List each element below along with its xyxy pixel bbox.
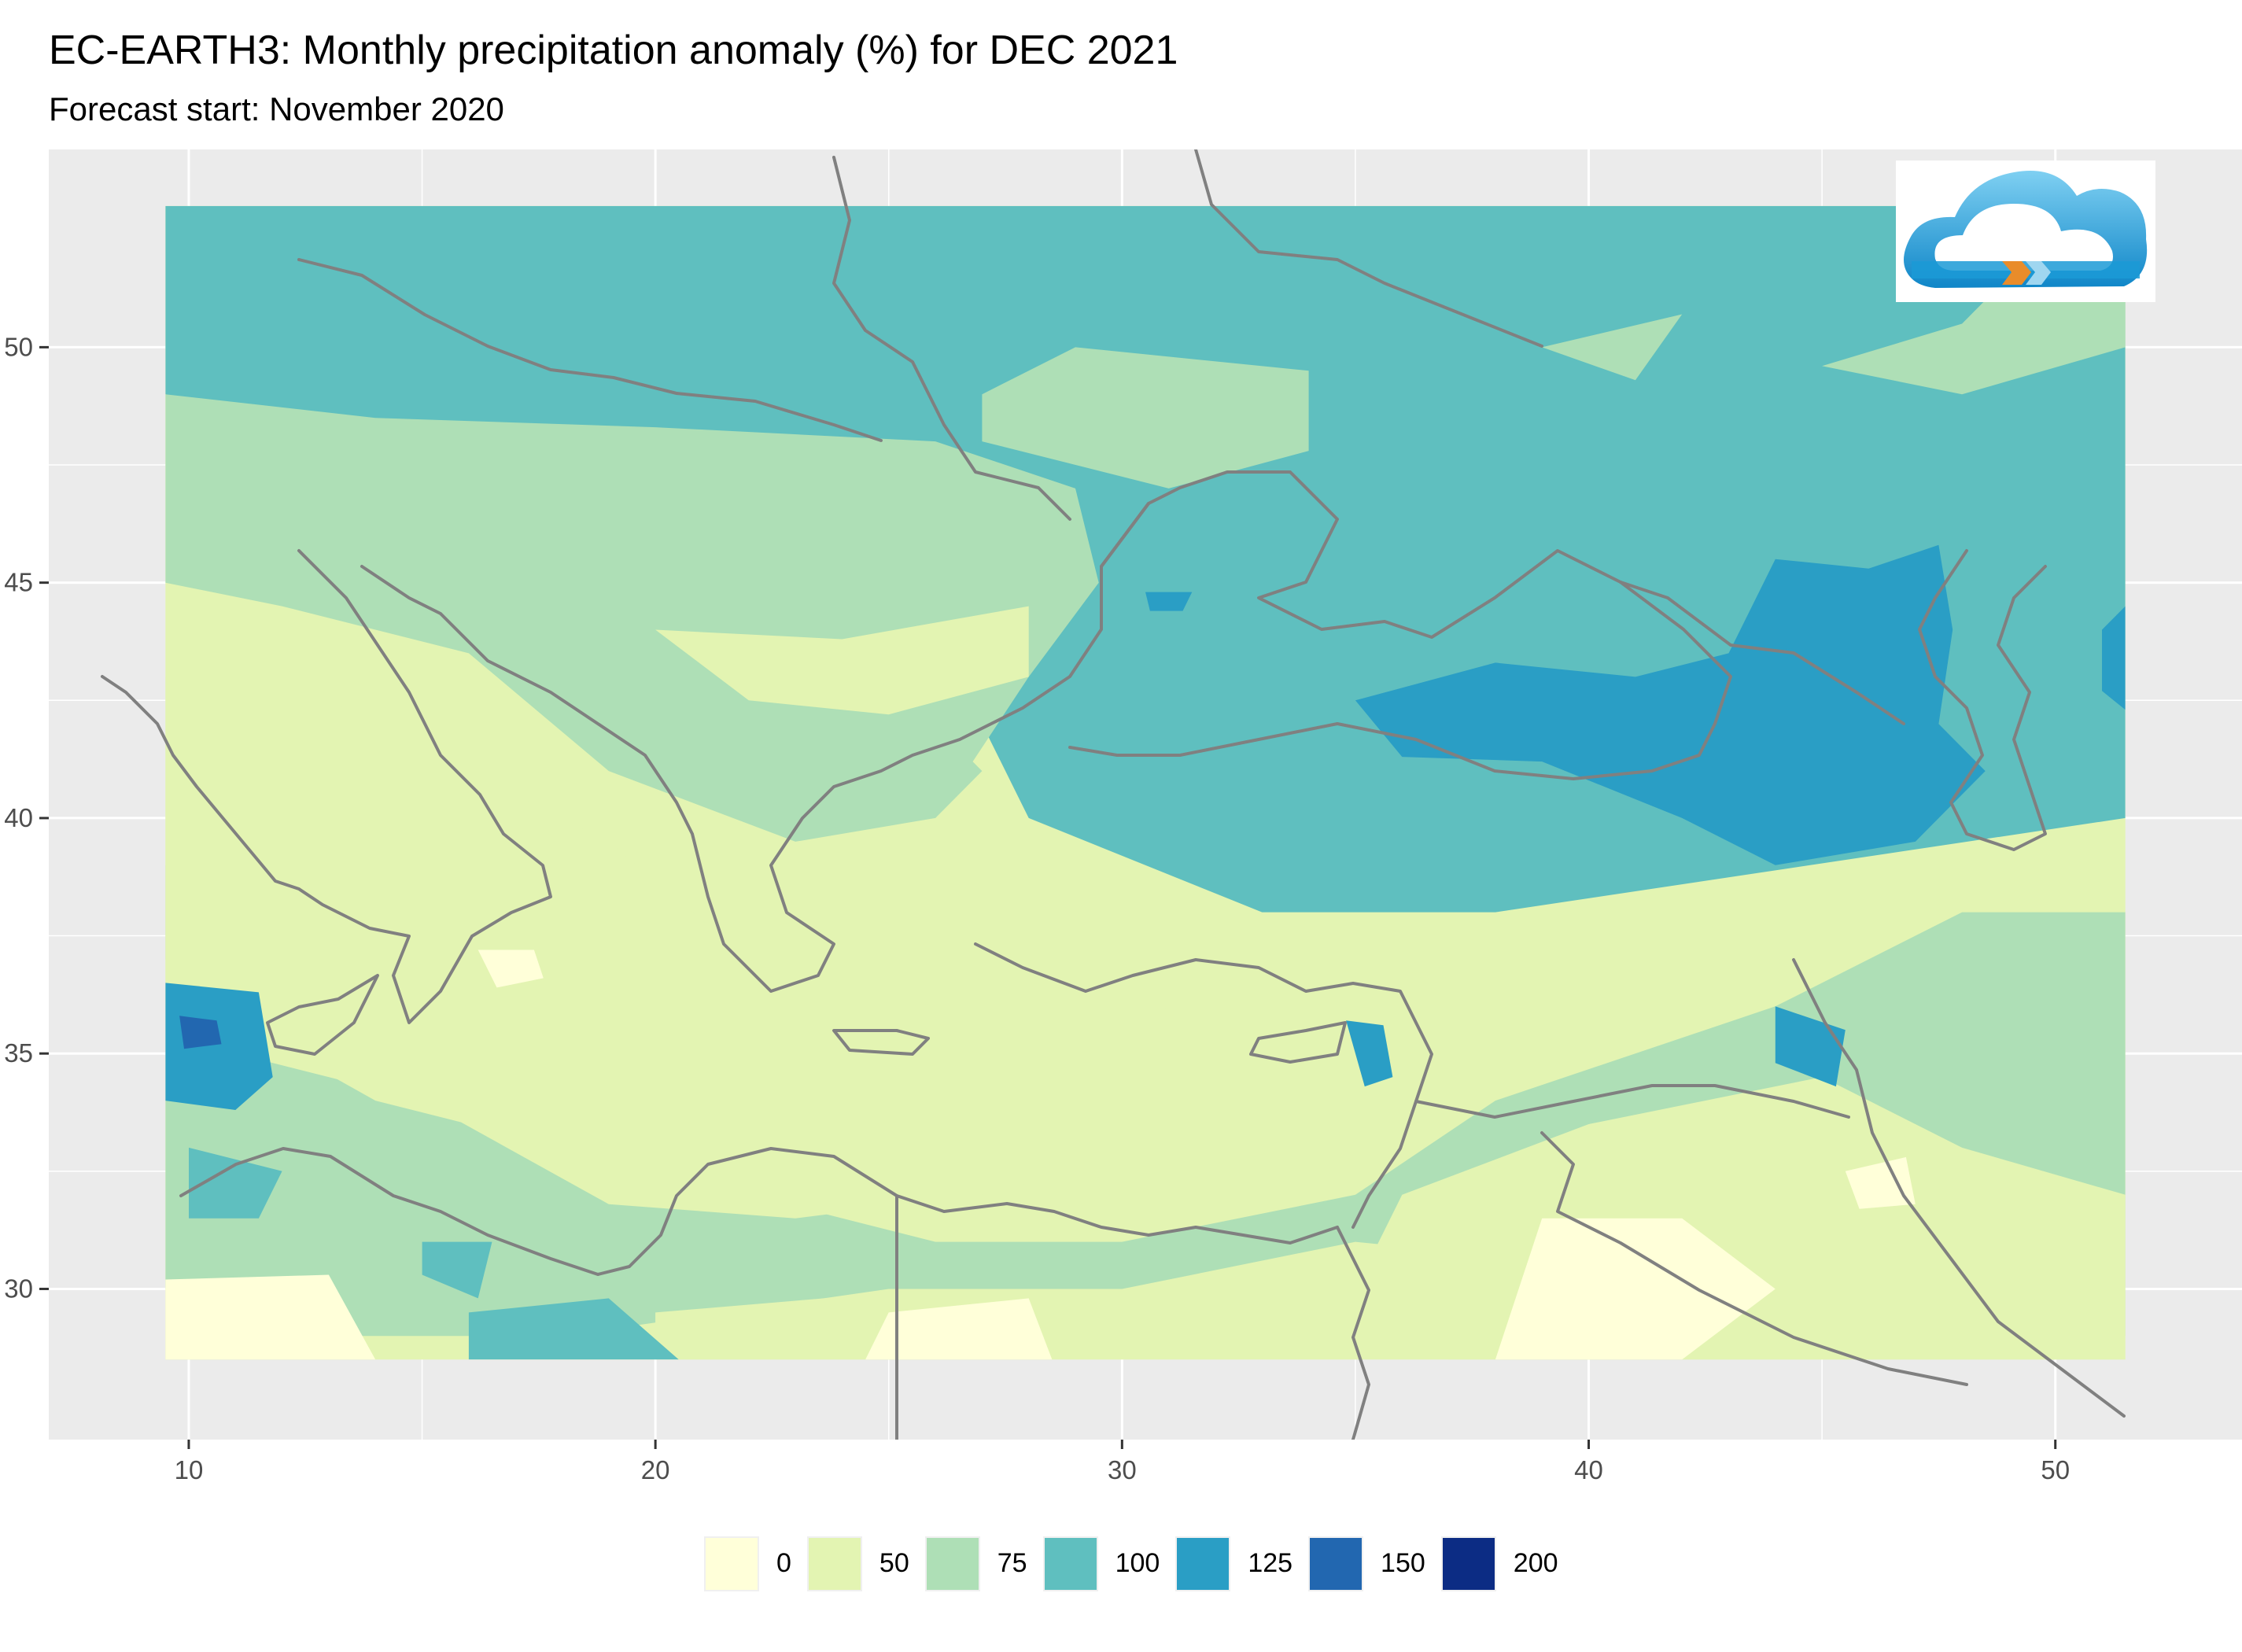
region-50 — [165, 677, 1263, 1219]
x-tick-label: 10 — [175, 1455, 204, 1484]
region-125 — [165, 983, 273, 1110]
region-125 — [1346, 1020, 1393, 1087]
region-100 — [422, 1241, 492, 1299]
legend-label: 150 — [1381, 1548, 1425, 1578]
coastline-cyprus — [1249, 1021, 1347, 1064]
legend-key-50 — [806, 1536, 862, 1591]
legend-label: 75 — [997, 1548, 1027, 1578]
y-tick-label: 40 — [4, 803, 33, 832]
region-75 — [1542, 314, 1683, 381]
region-0 — [1495, 1218, 1776, 1360]
country-borders — [101, 149, 2126, 1440]
region-100 — [189, 1147, 282, 1219]
legend-label: 200 — [1513, 1548, 1558, 1578]
legend-label: 50 — [879, 1548, 909, 1578]
border-9 — [1792, 958, 2126, 1418]
legend-label: 125 — [1248, 1548, 1293, 1578]
x-tick-label: 40 — [1574, 1455, 1603, 1484]
y-tick-label: 35 — [4, 1038, 33, 1068]
border-1 — [297, 258, 883, 442]
cloud-logo — [1896, 160, 2155, 302]
region-150 — [179, 1016, 222, 1049]
region-0 — [1845, 1156, 1916, 1209]
coastline-italy — [101, 549, 552, 1024]
anomaly-regions — [165, 205, 2126, 1360]
map-subtitle: Forecast start: November 2020 — [49, 90, 504, 127]
region-100 — [468, 1298, 679, 1360]
region-0 — [165, 1274, 376, 1360]
region-0 — [865, 1298, 1053, 1360]
region-75 — [982, 347, 1309, 489]
coastline-north-africa — [179, 1147, 1339, 1276]
legend-item: 50 — [806, 1536, 909, 1591]
y-tick-label: 45 — [4, 568, 33, 597]
x-tick-label: 20 — [641, 1455, 670, 1484]
x-tick-label: 30 — [1108, 1455, 1137, 1484]
y-tick-label: 50 — [4, 332, 33, 361]
legend-item: 200 — [1440, 1536, 1558, 1591]
coastline-balkans — [360, 502, 1150, 993]
legend-label: 100 — [1115, 1548, 1160, 1578]
legend-key-125 — [1175, 1536, 1231, 1591]
coastline-sicily — [266, 974, 379, 1056]
region-50 — [655, 606, 1029, 715]
cloud-icon — [1904, 171, 2148, 288]
region-125 — [1355, 544, 1986, 865]
border-4 — [1619, 581, 1905, 725]
coastline-caspian — [1918, 549, 2047, 851]
region-125 — [2102, 606, 2126, 710]
legend-item: 100 — [1042, 1536, 1160, 1591]
legend-label: 0 — [776, 1548, 791, 1578]
legend-item: 150 — [1308, 1536, 1425, 1591]
legend: 0 50 75 100 125 150 200 — [704, 1534, 1574, 1593]
y-axis: 30 35 40 45 50 — [4, 332, 49, 1303]
legend-item: 0 — [704, 1536, 791, 1591]
region-125 — [1145, 592, 1193, 611]
legend-key-200 — [1440, 1536, 1496, 1591]
y-tick-label: 30 — [4, 1274, 33, 1303]
legend-key-75 — [924, 1536, 980, 1591]
coastline-turkey — [974, 942, 1433, 1229]
region-0 — [478, 950, 544, 988]
border-6 — [1540, 1131, 1968, 1386]
coastline-crete — [832, 1029, 930, 1056]
map-title: EC-EARTH3: Monthly precipitation anomaly… — [49, 28, 1178, 73]
border-5 — [1414, 1084, 1850, 1119]
legend-item: 125 — [1175, 1536, 1292, 1591]
legend-key-0 — [704, 1536, 759, 1591]
border-8 — [1336, 1226, 1370, 1440]
x-tick-label: 50 — [2041, 1455, 2070, 1484]
x-axis: 10 20 30 40 50 — [175, 1440, 2070, 1484]
border-2 — [832, 156, 1071, 521]
legend-key-100 — [1042, 1536, 1098, 1591]
legend-item: 75 — [924, 1536, 1027, 1591]
border-3 — [1194, 149, 1543, 348]
legend-key-150 — [1308, 1536, 1364, 1591]
